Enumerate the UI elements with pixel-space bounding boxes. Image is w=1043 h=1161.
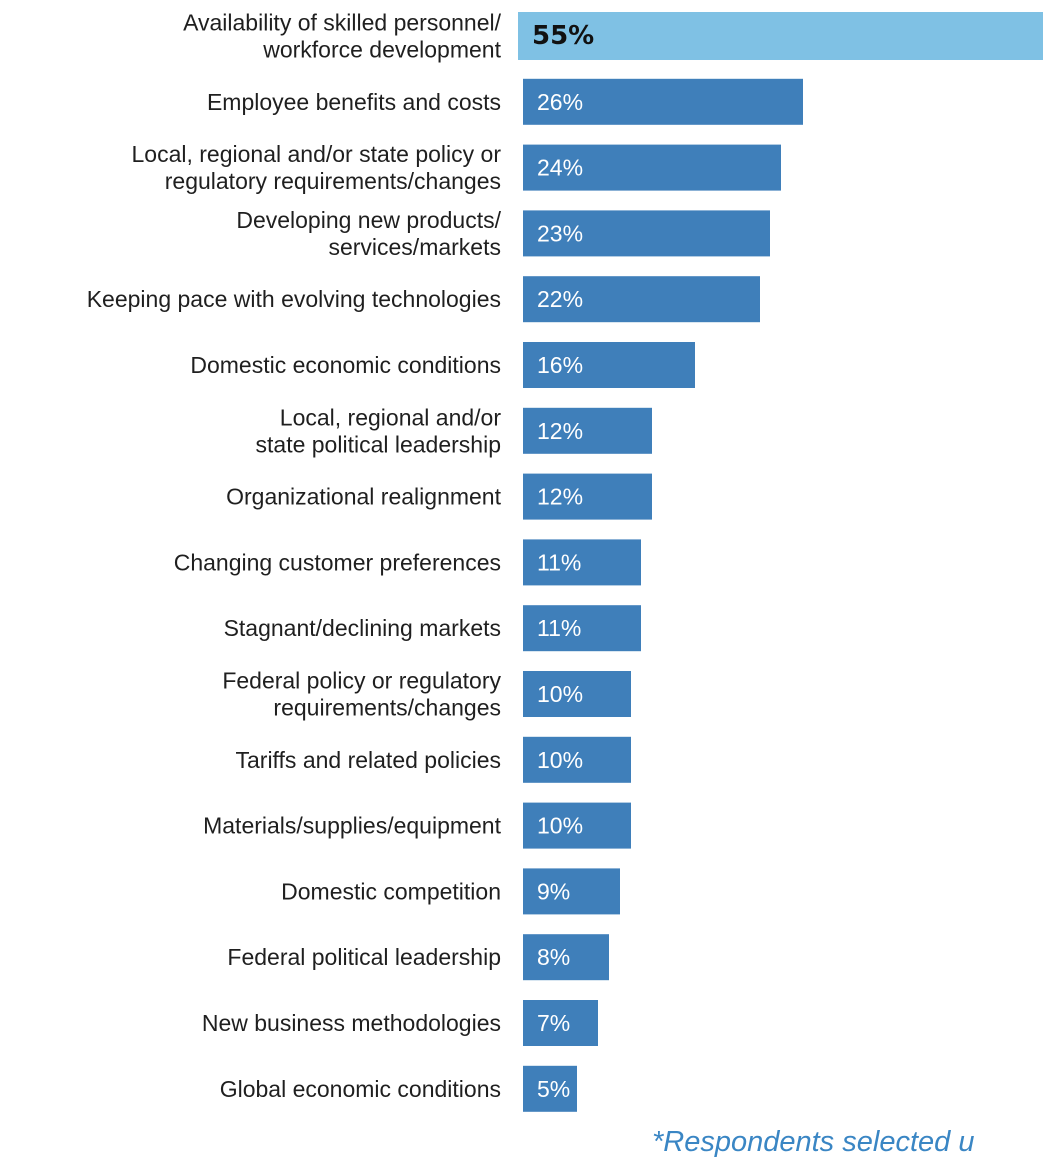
value-label-8: 11% (537, 549, 581, 575)
bar-7 (523, 473, 652, 520)
category-label-8: Changing customer preferences (174, 549, 501, 575)
value-label-11: 10% (537, 747, 583, 773)
category-label-2-line-0: Local, regional and/or state policy or (132, 141, 502, 167)
footnote: *Respondents selected u (652, 1126, 974, 1158)
category-label-13: Domestic competition (281, 878, 501, 904)
value-label-12: 10% (537, 813, 583, 839)
bar-4 (523, 276, 760, 323)
value-label-16: 5% (537, 1076, 570, 1102)
value-label-15: 7% (537, 1010, 570, 1036)
category-label-4: Keeping pace with evolving technologies (87, 286, 501, 312)
bar-8 (523, 539, 641, 586)
value-label-5: 16% (537, 352, 583, 378)
value-label-14: 8% (537, 944, 570, 970)
category-label-15: New business methodologies (202, 1010, 501, 1036)
value-label-10: 10% (537, 681, 583, 707)
category-label-7: Organizational realignment (226, 484, 501, 510)
value-label-7: 12% (537, 484, 583, 510)
category-label-14: Federal political leadership (227, 944, 501, 970)
bar-12 (523, 802, 631, 849)
category-label-1: Employee benefits and costs (207, 89, 501, 115)
bars (518, 12, 1043, 1112)
bar-11 (523, 736, 631, 783)
value-label-2: 24% (537, 155, 583, 181)
category-label-9: Stagnant/declining markets (224, 615, 501, 641)
value-label-13: 9% (537, 878, 570, 904)
category-label-6-line-1: state political leadership (256, 431, 501, 457)
bar-0 (518, 12, 1043, 60)
bar-15 (523, 1000, 598, 1046)
category-label-11: Tariffs and related policies (236, 747, 502, 773)
category-label-16: Global economic conditions (220, 1076, 501, 1102)
category-label-0-line-0: Availability of skilled personnel/ (183, 10, 502, 36)
value-label-4: 22% (537, 286, 583, 312)
value-labels: 55% 26% 24% 23% 22% 16% 12% 12% 11% 11% 10% 10% 10% 9… (532, 21, 594, 1102)
value-label-1: 26% (537, 89, 583, 115)
bar-6 (523, 407, 652, 454)
bar-2 (523, 144, 781, 191)
bar-9 (523, 605, 641, 652)
category-label-2-line-1: regulatory requirements/changes (165, 168, 501, 194)
category-label-10-line-1: requirements/changes (273, 695, 501, 721)
category-label-6-line-0: Local, regional and/or (280, 404, 502, 430)
category-label-0-line-1: workforce development (262, 37, 501, 63)
bar-10 (523, 671, 631, 717)
value-label-6: 12% (537, 418, 583, 444)
value-label-0: 55% (532, 21, 594, 51)
category-label-10-line-0: Federal policy or regulatory (222, 668, 501, 694)
bar-3 (523, 210, 770, 257)
bar-1 (523, 78, 803, 125)
category-labels: Availability of skilled personnel/workfo… (87, 10, 502, 1102)
value-label-3: 23% (537, 220, 583, 246)
category-label-3-line-0: Developing new products/ (236, 207, 501, 233)
bar-16 (523, 1065, 577, 1112)
value-label-9: 11% (537, 615, 581, 641)
bar-13 (523, 868, 620, 915)
category-label-12: Materials/supplies/equipment (203, 813, 501, 839)
category-label-3-line-1: services/markets (328, 234, 501, 260)
bar-14 (523, 934, 609, 981)
bar-5 (523, 342, 695, 388)
category-label-5: Domestic economic conditions (190, 352, 501, 378)
